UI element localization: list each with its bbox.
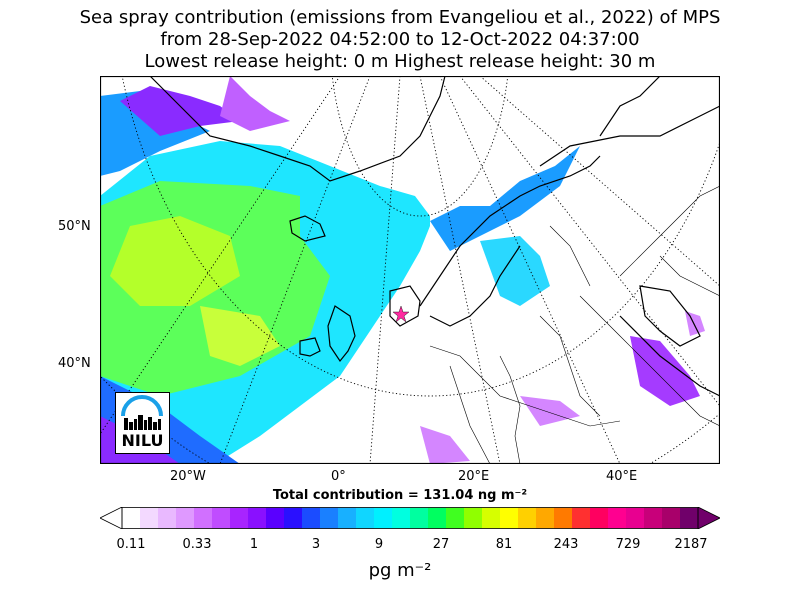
lon-label-40e: 40°E [606,469,638,484]
colorbar-cell [248,507,267,529]
colorbar-cell [392,507,411,529]
colorbar-cell [518,507,537,529]
colorbar-cell [212,507,231,529]
colorbar-cell [284,507,303,529]
colorbar-cell [644,507,663,529]
colorbar-cell [194,507,213,529]
release-site-star [392,305,410,323]
colorbar-tick: 1 [249,537,259,552]
colorbar-tick: 2187 [674,537,708,552]
map-title-line2: from 28-Sep-2022 04:52:00 to 12-Oct-2022… [160,29,640,50]
colorbar-low-extend [100,507,123,529]
colorbar-cell [122,507,141,529]
colorbar-tick: 0.11 [116,537,146,552]
colorbar-tick: 27 [432,537,450,552]
colorbar-cell [158,507,177,529]
colorbar-cell [356,507,375,529]
colorbar-cell [410,507,429,529]
colorbar-cell [446,507,465,529]
colorbar-tick: 9 [374,537,384,552]
lat-label-50n: 50°N [58,219,91,234]
map-title-line3: Lowest release height: 0 m Highest relea… [144,51,656,72]
colorbar-unit: pg m⁻² [368,560,432,581]
colorbar-cell [680,507,699,529]
colorbar-cell [500,507,519,529]
colorbar-cell [302,507,321,529]
lat-label-40n: 40°N [58,356,91,371]
colorbar-high-extend [697,507,720,529]
colorbar-cell [320,507,339,529]
colorbar-tick: 3 [311,537,321,552]
colorbar [100,507,720,529]
colorbar-cell [464,507,483,529]
map-title-line1: Sea spray contribution (emissions from E… [79,7,721,28]
colorbar-tick: 729 [615,537,641,552]
colorbar-cell [230,507,249,529]
country-borders [429,185,720,464]
colorbar-tick: 0.33 [182,537,212,552]
colorbar-cell [428,507,447,529]
colorbar-cell [626,507,645,529]
lon-label-20e: 20°E [458,469,490,484]
coastlines [149,76,720,397]
colorbar-cell [662,507,681,529]
map-panel [100,76,720,464]
colorbar-cell [140,507,159,529]
colorbar-cell [482,507,501,529]
nilu-logo: NILU [115,392,170,454]
colorbar-cell [374,507,393,529]
total-contribution: Total contribution = 131.04 ng m⁻² [272,488,528,503]
colorbar-cell [338,507,357,529]
colorbar-cell [572,507,591,529]
lon-label-20w: 20°W [170,469,206,484]
colorbar-cell [554,507,573,529]
nilu-logo-text: NILU [121,431,164,450]
colorbar-cell [590,507,609,529]
colorbar-cell [266,507,285,529]
colorbar-tick: 81 [495,537,513,552]
lon-label-0: 0° [331,469,346,484]
colorbar-cell [608,507,627,529]
colorbar-cell [536,507,555,529]
colorbar-cell [176,507,195,529]
colorbar-tick: 243 [553,537,579,552]
